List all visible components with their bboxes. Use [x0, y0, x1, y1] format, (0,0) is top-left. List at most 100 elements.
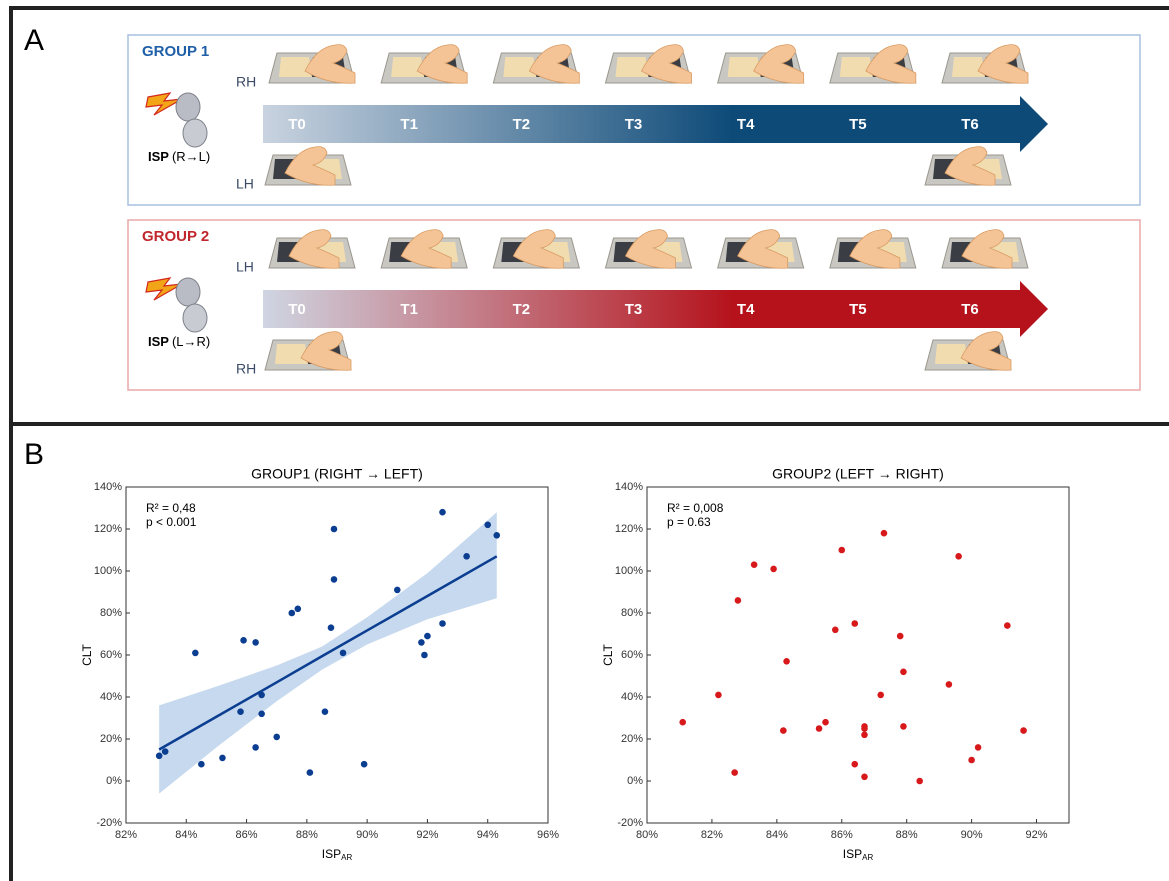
data-point [328, 624, 335, 631]
data-point [822, 719, 829, 726]
data-point [1004, 622, 1011, 629]
annotation: p < 0.001 [146, 515, 197, 529]
data-point [162, 748, 169, 755]
chart-title: GROUP1 (RIGHT → LEFT) [251, 466, 423, 482]
keyboard-hand [493, 230, 579, 269]
figure: A B GROUP 1RHLHISP(R→L)T0T1T2T3T4T5T6GRO… [0, 0, 1169, 881]
data-point [851, 620, 858, 627]
keyboard-hand [718, 45, 804, 84]
hand-label: RH [236, 74, 256, 90]
keyboard-hand [381, 45, 467, 84]
timepoint-label: T3 [625, 116, 643, 133]
data-point [715, 692, 722, 699]
keyboard-hand [925, 147, 1011, 186]
data-point [838, 547, 845, 554]
x-tick-label: 82% [115, 829, 137, 841]
data-point [900, 669, 907, 676]
timepoint-label: T0 [288, 301, 306, 318]
keyboard-hand [269, 230, 355, 269]
data-point [968, 757, 975, 764]
data-point [361, 761, 368, 768]
timepoint-label: T2 [513, 116, 531, 133]
y-tick-label: -20% [617, 817, 643, 829]
keyboard-hand [265, 147, 351, 186]
data-point [493, 532, 500, 539]
data-point [1020, 727, 1027, 734]
data-point [861, 774, 868, 781]
timepoint-label: T0 [288, 116, 306, 133]
data-point [900, 723, 907, 730]
x-tick-label: 94% [477, 829, 499, 841]
data-point [735, 597, 742, 604]
data-point [273, 734, 280, 741]
data-point [307, 769, 314, 776]
data-point [832, 627, 839, 634]
annotation: R² = 0,48 [146, 501, 196, 515]
timepoint-label: T6 [961, 116, 979, 133]
hand-label: LH [236, 259, 254, 275]
isp-direction: (R→L) [172, 149, 210, 164]
y-tick-label: 20% [100, 733, 122, 745]
keyboard-hand [718, 230, 804, 269]
timepoint-label: T1 [400, 301, 418, 318]
isp-label: ISP(L→R) [148, 334, 210, 349]
hand-label: RH [236, 361, 256, 377]
keyboard-hand [493, 45, 579, 84]
data-point [881, 530, 888, 537]
y-axis-label: CLT [601, 643, 615, 665]
data-point [192, 650, 199, 657]
isp-text: ISP [148, 149, 169, 164]
data-point [258, 692, 265, 699]
data-point [861, 723, 868, 730]
data-point [780, 727, 787, 734]
y-tick-label: 40% [621, 691, 643, 703]
x-axis-label-sub: AR [862, 853, 873, 862]
data-point [679, 719, 686, 726]
fit-line [159, 556, 497, 749]
y-tick-label: 140% [615, 481, 643, 493]
data-point [331, 576, 338, 583]
data-point [331, 526, 338, 533]
data-point [731, 769, 738, 776]
data-point [295, 606, 302, 613]
data-point [394, 587, 401, 594]
timepoint-label: T5 [849, 116, 867, 133]
y-tick-label: 0% [106, 775, 122, 787]
x-tick-label: 82% [701, 829, 723, 841]
panel-label: A [24, 24, 44, 57]
data-point [861, 732, 868, 739]
x-tick-label: 92% [1026, 829, 1048, 841]
y-tick-label: 20% [621, 733, 643, 745]
y-tick-label: 60% [100, 649, 122, 661]
x-tick-label: 86% [236, 829, 258, 841]
coil [176, 93, 200, 121]
keyboard-hand [942, 230, 1028, 269]
data-point [340, 650, 347, 657]
y-tick-label: 100% [615, 565, 643, 577]
x-tick-label: 90% [961, 829, 983, 841]
group-title: GROUP 2 [142, 228, 209, 245]
data-point [955, 553, 962, 560]
group-title: GROUP 1 [142, 43, 209, 60]
data-point [484, 522, 491, 529]
keyboard-hand [606, 45, 692, 84]
data-point [439, 509, 446, 516]
y-axis-label: CLT [80, 643, 94, 665]
data-point [463, 553, 470, 560]
y-tick-label: 0% [627, 775, 643, 787]
x-axis-label-sub: AR [341, 853, 352, 862]
data-point [770, 566, 777, 573]
timepoint-label: T5 [849, 301, 867, 318]
timepoint-label: T4 [737, 301, 755, 318]
chart-title: GROUP2 (LEFT → RIGHT) [772, 466, 944, 482]
data-point [198, 761, 205, 768]
timepoint-label: T6 [961, 301, 979, 318]
data-point [219, 755, 226, 762]
timeline-arrow [263, 281, 1048, 337]
data-point [783, 658, 790, 665]
timepoint-label: T3 [625, 301, 643, 318]
keyboard-hand [942, 45, 1028, 84]
y-tick-label: 100% [94, 565, 122, 577]
coil [183, 304, 207, 332]
y-tick-label: 140% [94, 481, 122, 493]
